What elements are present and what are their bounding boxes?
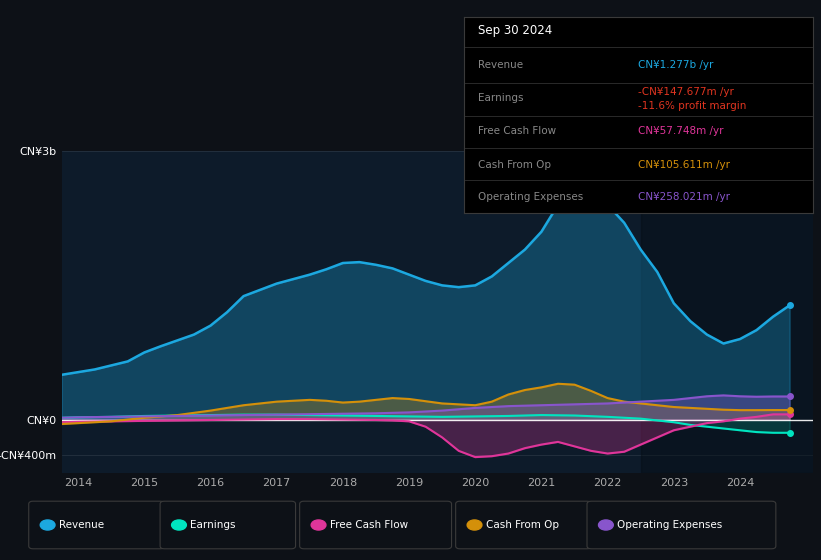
Text: Free Cash Flow: Free Cash Flow [330, 520, 408, 530]
Bar [640, 151, 819, 473]
Text: Operating Expenses: Operating Expenses [617, 520, 722, 530]
Text: Sep 30 2024: Sep 30 2024 [478, 24, 552, 37]
Text: CN¥105.611m /yr: CN¥105.611m /yr [639, 160, 731, 170]
Text: Revenue: Revenue [478, 60, 523, 70]
Text: CN¥258.021m /yr: CN¥258.021m /yr [639, 192, 731, 202]
Text: Cash From Op: Cash From Op [478, 160, 551, 170]
Text: Cash From Op: Cash From Op [486, 520, 559, 530]
Text: Revenue: Revenue [59, 520, 104, 530]
Text: Earnings: Earnings [478, 93, 523, 103]
Text: CN¥1.277b /yr: CN¥1.277b /yr [639, 60, 713, 70]
Text: Operating Expenses: Operating Expenses [478, 192, 583, 202]
Text: Free Cash Flow: Free Cash Flow [478, 127, 556, 137]
Text: Earnings: Earnings [190, 520, 236, 530]
Text: -CN¥147.677m /yr: -CN¥147.677m /yr [639, 87, 734, 97]
Text: -11.6% profit margin: -11.6% profit margin [639, 101, 747, 111]
Text: CN¥57.748m /yr: CN¥57.748m /yr [639, 127, 724, 137]
